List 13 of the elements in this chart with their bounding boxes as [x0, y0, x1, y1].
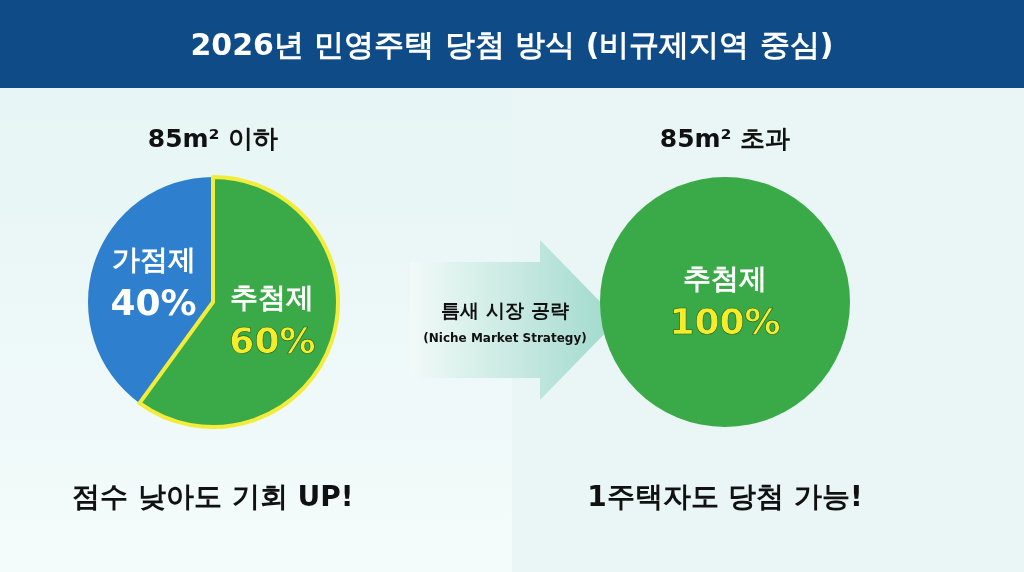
slice-label: 가점제: [111, 242, 196, 276]
data-label: 40%: [110, 281, 197, 323]
text: 1주택자도 당첨 가능!: [587, 480, 863, 513]
text: 틈새 시장 공략: [441, 298, 569, 321]
text: 점수 낮아도 기회 UP!: [72, 480, 354, 513]
text: (Niche Market Strategy): [423, 330, 587, 345]
data-label: 100%: [669, 301, 781, 342]
slice-label: 추첨제: [230, 281, 315, 315]
chart-subtitle: 85m² 이하: [147, 124, 279, 153]
data-label: 60%: [229, 320, 316, 362]
text: 2026년 민영주택 당첨 방식 (비규제지역 중심): [190, 26, 834, 62]
slice-label: 추첨제: [683, 262, 767, 295]
chart-subtitle: 85m² 초과: [659, 124, 791, 153]
